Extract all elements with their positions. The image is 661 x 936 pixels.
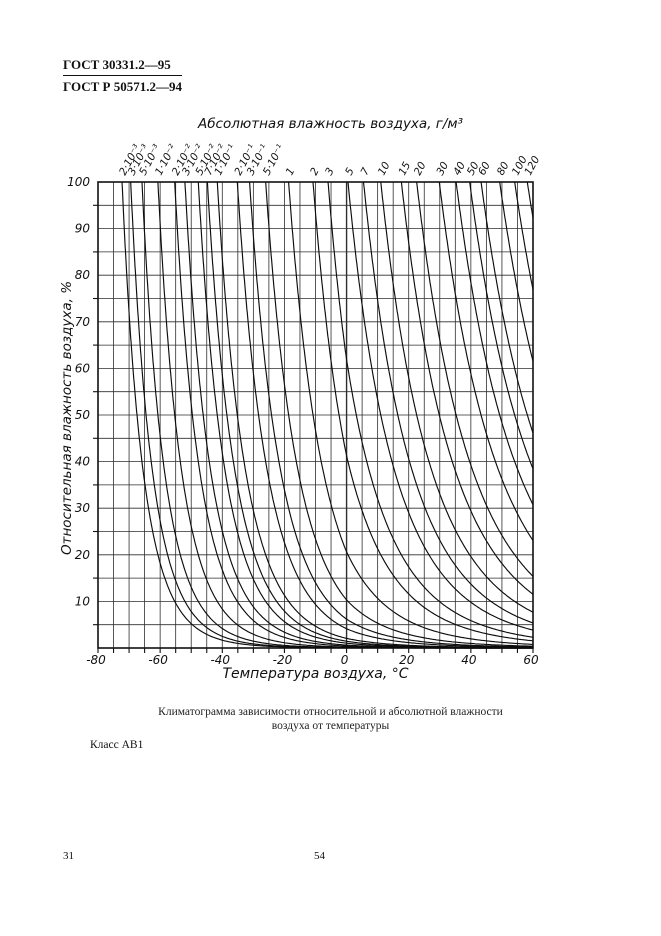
svg-text:5: 5 xyxy=(343,166,357,178)
svg-text:70: 70 xyxy=(75,315,91,329)
svg-text:2: 2 xyxy=(308,166,322,178)
y-axis-title: Относительная влажность воздуха, % xyxy=(59,280,75,556)
svg-text:40: 40 xyxy=(451,160,468,178)
svg-text:7: 7 xyxy=(359,166,373,178)
svg-text:90: 90 xyxy=(75,222,91,236)
svg-text:1: 1 xyxy=(284,166,298,178)
svg-text:30: 30 xyxy=(75,501,91,515)
top-axis-title: Абсолютная влажность воздуха, г/м³ xyxy=(197,116,464,132)
page-number-center: 54 xyxy=(314,850,325,862)
svg-text:3: 3 xyxy=(323,166,337,178)
svg-text:-60: -60 xyxy=(148,653,168,667)
svg-text:60: 60 xyxy=(476,160,493,178)
svg-text:20: 20 xyxy=(399,653,415,667)
svg-text:-80: -80 xyxy=(86,653,106,667)
svg-text:-40: -40 xyxy=(210,653,230,667)
svg-text:50: 50 xyxy=(75,408,91,422)
figure-caption-line-1: Климатограмма зависимости относительной … xyxy=(158,706,503,718)
class-label: Класс АВ1 xyxy=(90,739,144,751)
svg-text:30: 30 xyxy=(434,160,451,178)
svg-text:15: 15 xyxy=(396,160,413,178)
svg-text:40: 40 xyxy=(75,455,91,469)
svg-text:10: 10 xyxy=(376,160,393,178)
svg-text:50: 50 xyxy=(465,160,482,178)
page-number-left: 31 xyxy=(63,850,74,862)
figure-caption: Климатограмма зависимости относительной … xyxy=(0,705,661,733)
svg-text:10: 10 xyxy=(75,594,91,608)
svg-text:20: 20 xyxy=(75,548,91,562)
x-axis-title: Температура воздуха, °С xyxy=(222,666,409,682)
svg-text:100: 100 xyxy=(67,175,90,189)
svg-text:80: 80 xyxy=(495,160,512,178)
standard-number-secondary: ГОСТ Р 50571.2—94 xyxy=(63,79,182,94)
svg-text:80: 80 xyxy=(75,268,91,282)
svg-text:60: 60 xyxy=(523,653,539,667)
svg-text:0: 0 xyxy=(341,653,349,667)
svg-text:-20: -20 xyxy=(273,653,293,667)
standard-header: ГОСТ 30331.2—95 ГОСТ Р 50571.2—94 xyxy=(63,57,182,94)
figure-caption-line-2: воздуха от температуры xyxy=(271,720,390,732)
svg-text:40: 40 xyxy=(461,653,477,667)
svg-text:20: 20 xyxy=(412,160,429,178)
svg-text:60: 60 xyxy=(75,361,91,375)
standard-number-primary: ГОСТ 30331.2—95 xyxy=(63,57,182,76)
svg-text:120: 120 xyxy=(522,154,542,178)
